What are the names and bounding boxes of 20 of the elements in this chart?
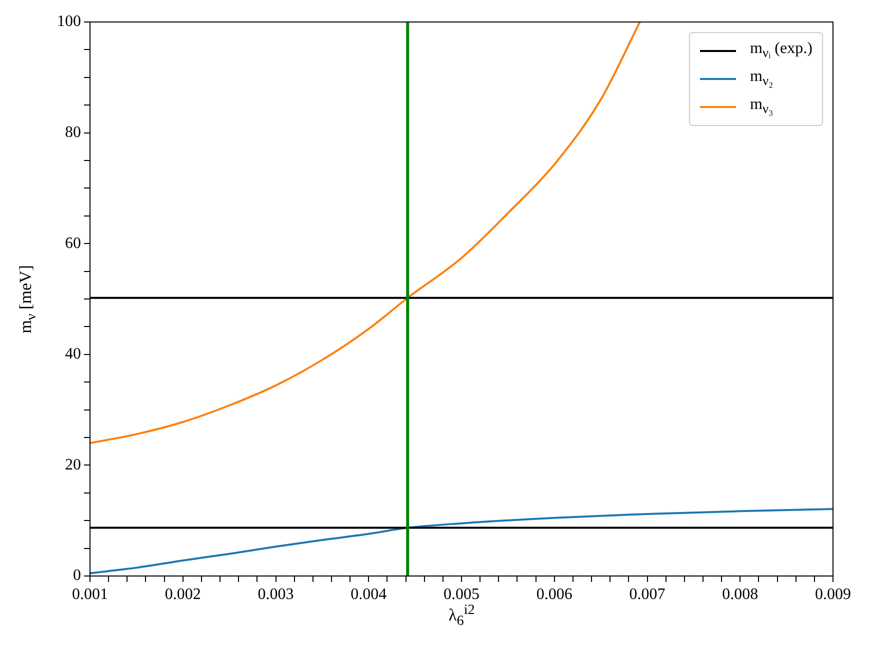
y-tick-label: 40 xyxy=(65,346,81,363)
x-tick-label: 0.008 xyxy=(722,586,758,603)
legend-label: m$_{ν₃}$ xyxy=(750,96,774,118)
line-series xyxy=(90,508,833,574)
y-tick-label: 60 xyxy=(65,234,81,252)
x-tick-label: 0.003 xyxy=(258,586,294,603)
y-tick-label: 80 xyxy=(65,124,81,142)
line-series xyxy=(90,22,641,444)
x-tick-label: 0.001 xyxy=(72,586,108,603)
x-tick-label: 0.007 xyxy=(629,586,666,603)
y-tick-label: 100 xyxy=(57,13,81,30)
y-tick-label: 20 xyxy=(65,456,81,474)
legend-label: m$_{νᵢ}$ (exp.) xyxy=(750,40,812,62)
x-tick-label: 0.002 xyxy=(164,586,201,603)
x-tick-label: 0.005 xyxy=(444,586,480,603)
x-tick-label: 0.006 xyxy=(536,586,572,603)
y-tick-label: 0 xyxy=(73,567,81,584)
x-tick-label: 0.009 xyxy=(815,586,851,603)
legend-label: m$_{ν₂}$ xyxy=(750,68,774,90)
x-tick-label: 0.004 xyxy=(350,586,387,603)
